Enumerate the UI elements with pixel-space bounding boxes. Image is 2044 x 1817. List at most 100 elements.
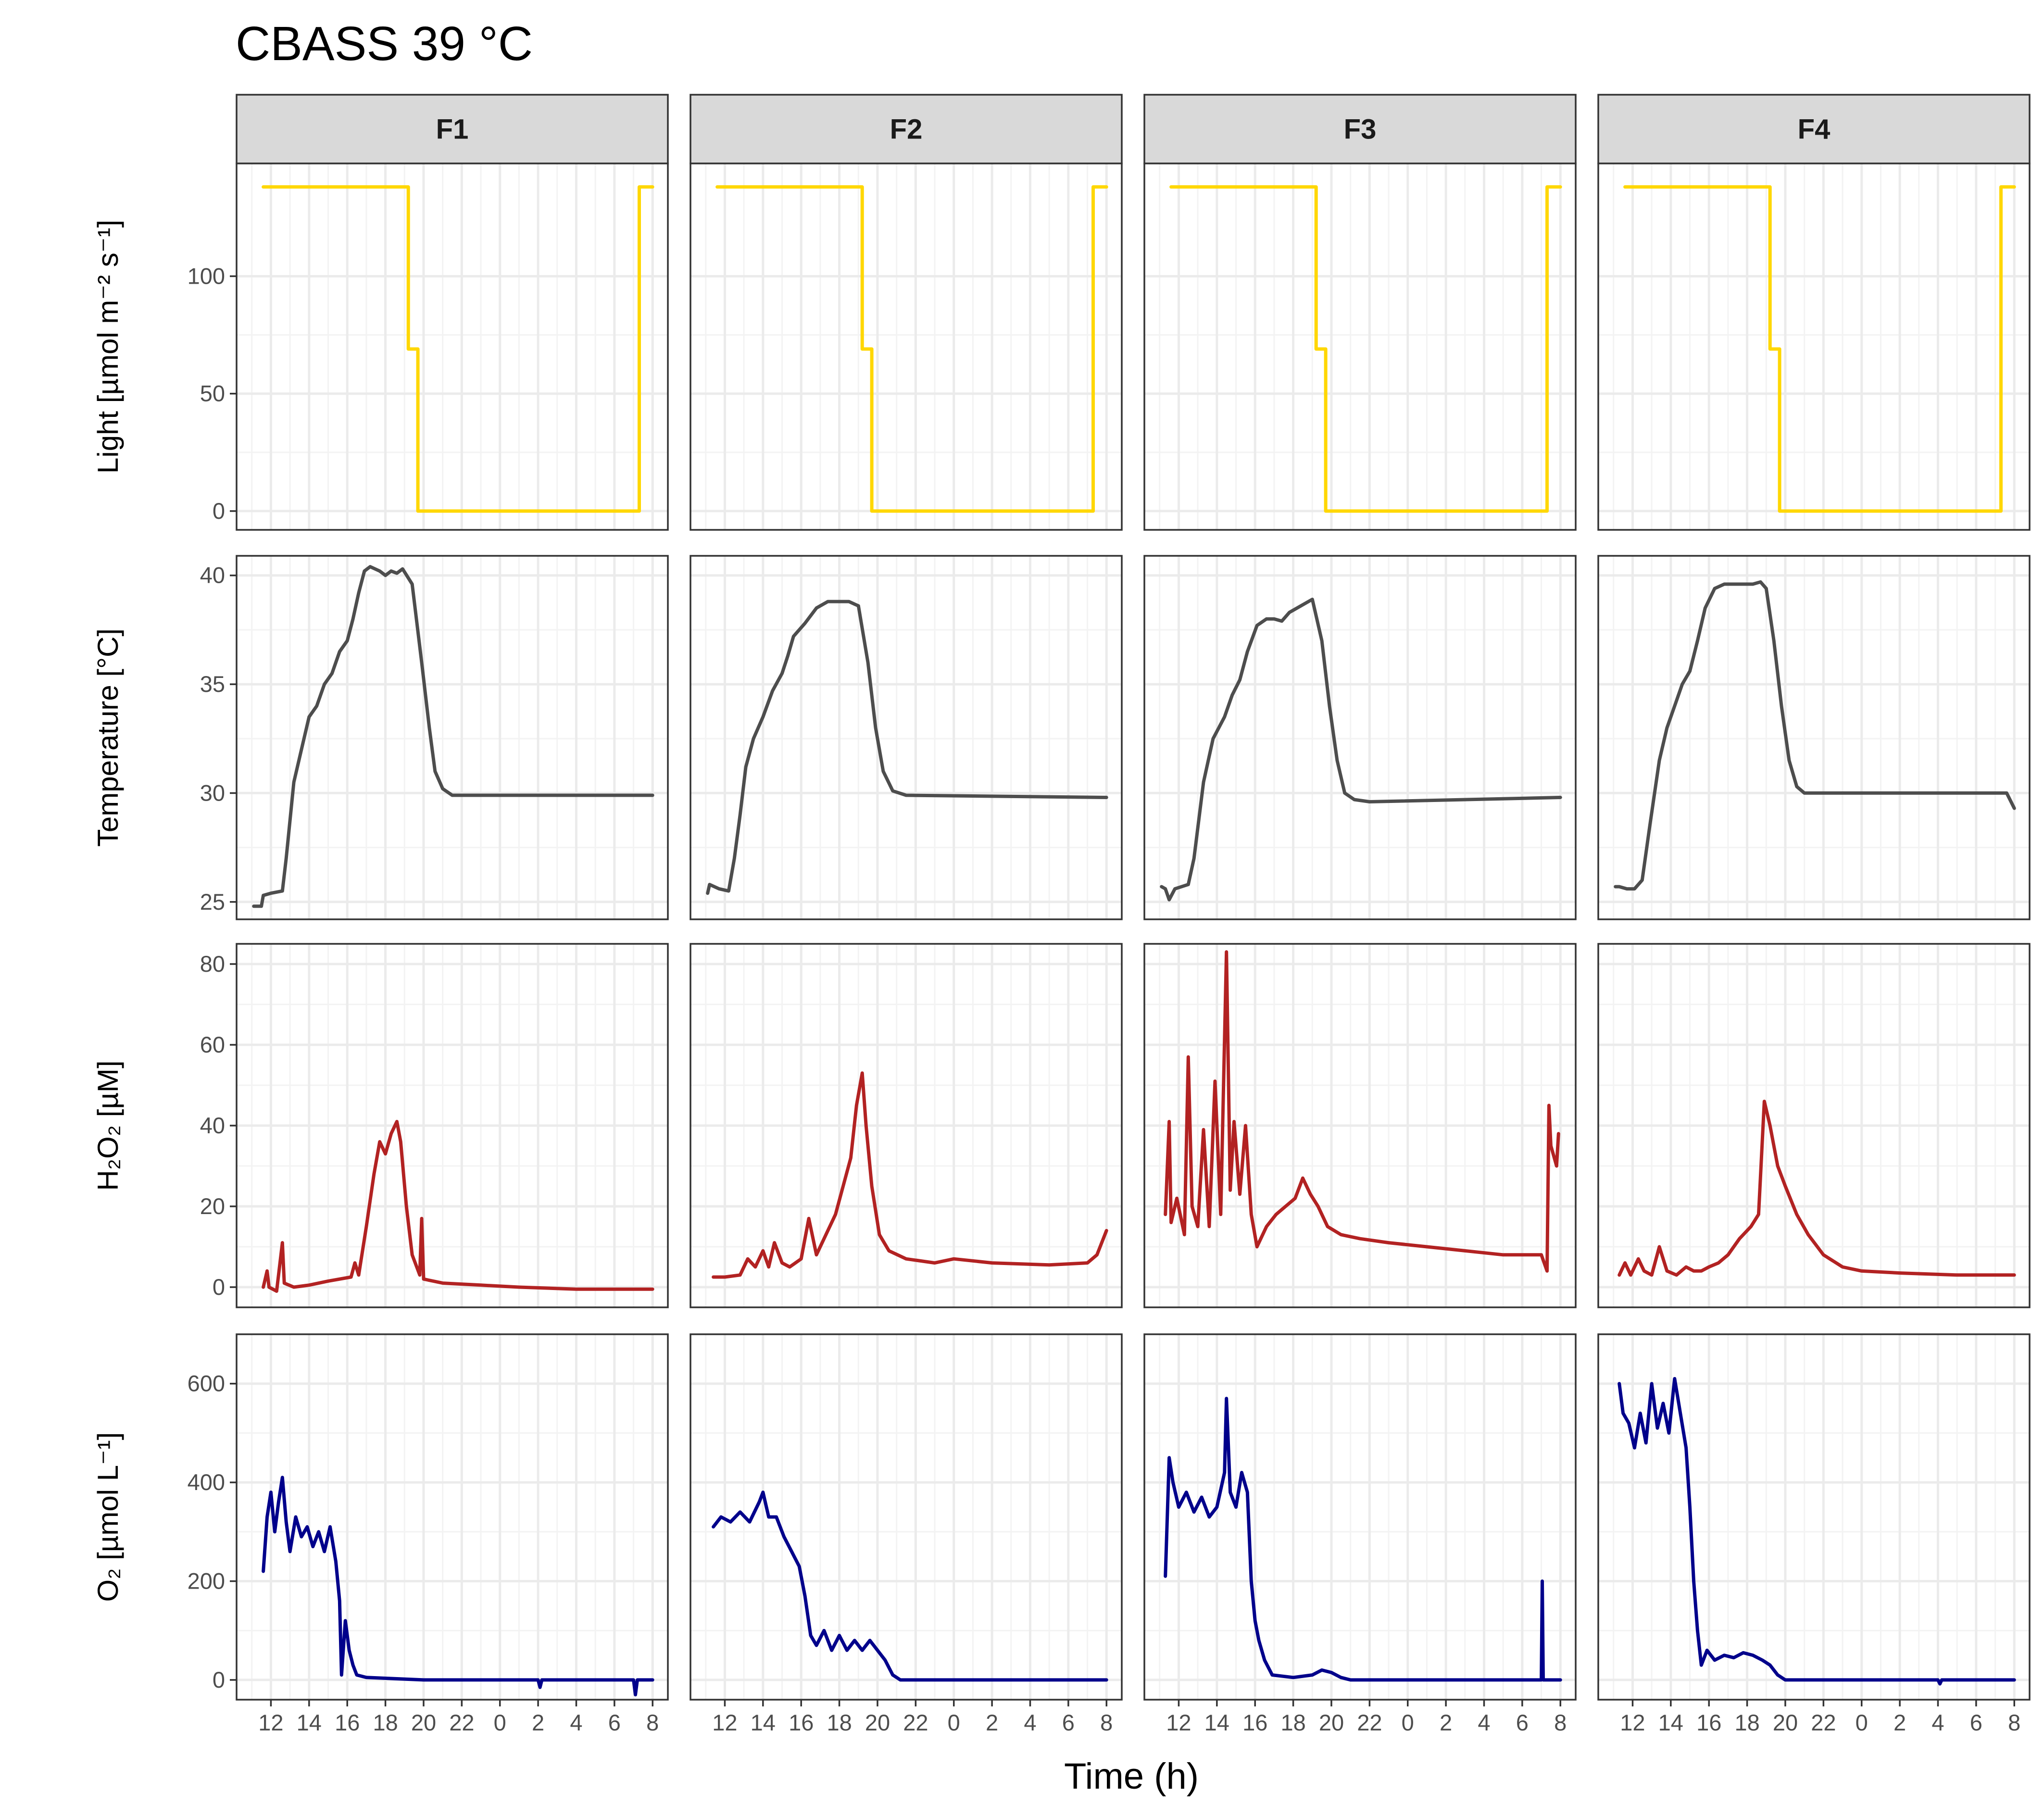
x-tick-label: 14 xyxy=(1204,1710,1229,1735)
x-tick-label: 4 xyxy=(1024,1710,1036,1735)
series-line-h2o2-f1 xyxy=(262,1120,654,1293)
x-tick-label: 14 xyxy=(751,1710,776,1735)
series-line-o2-f3 xyxy=(1164,1397,1562,1682)
series-line-h2o2-f4 xyxy=(1618,1100,2016,1277)
y-axis-label: Light [µmol m⁻² s⁻¹] xyxy=(92,220,124,474)
x-tick-label: 12 xyxy=(258,1710,283,1735)
x-tick-label: 6 xyxy=(1062,1710,1075,1735)
panel-border xyxy=(236,1333,669,1701)
panel-border xyxy=(690,943,1123,1308)
panel-border xyxy=(1597,555,2031,920)
y-tick-label: 50 xyxy=(200,381,225,406)
panel-background xyxy=(237,1334,668,1700)
x-tick-label: 14 xyxy=(297,1710,322,1735)
panel-border xyxy=(236,163,669,531)
panel-background xyxy=(1598,1334,2030,1700)
y-tick-label: 40 xyxy=(200,563,225,588)
x-tick-label: 0 xyxy=(494,1710,506,1735)
y-tick-label: 80 xyxy=(200,951,225,977)
x-tick-label: 8 xyxy=(1554,1710,1567,1735)
x-tick-label: 0 xyxy=(1856,1710,1868,1735)
x-tick-label: 16 xyxy=(789,1710,814,1735)
facet-grid: F1 F2 F3 F4 Light [µmol m⁻² s⁻¹] 0 50 100 Temper… xyxy=(92,94,2031,1735)
y-tick-label: 600 xyxy=(188,1371,225,1396)
y-axis-label: H₂O₂ [µM] xyxy=(92,1060,124,1190)
x-tick-label: 8 xyxy=(646,1710,659,1735)
facet-strip xyxy=(1597,94,2031,164)
x-tick-label: 20 xyxy=(411,1710,436,1735)
y-tick-label: 0 xyxy=(213,1667,225,1692)
series-line-h2o2-f3 xyxy=(1164,950,1560,1273)
panel-border xyxy=(1143,1333,1577,1701)
x-tick-label: 22 xyxy=(1811,1710,1836,1735)
x-tick-label: 22 xyxy=(903,1710,928,1735)
panel-border xyxy=(690,1333,1123,1701)
x-tick-label: 16 xyxy=(335,1710,360,1735)
x-tick-label: 16 xyxy=(1242,1710,1267,1735)
y-axis-label: Temperature [°C] xyxy=(92,628,124,847)
x-tick-label: 0 xyxy=(1402,1710,1414,1735)
panel-border xyxy=(690,163,1123,531)
x-tick-label: 20 xyxy=(1319,1710,1344,1735)
x-tick-label: 6 xyxy=(1516,1710,1529,1735)
x-tick-label: 20 xyxy=(1773,1710,1798,1735)
x-tick-label: 2 xyxy=(532,1710,544,1735)
x-tick-label: 12 xyxy=(712,1710,737,1735)
x-tick-label: 2 xyxy=(986,1710,998,1735)
x-tick-label: 18 xyxy=(373,1710,398,1735)
facet-label: F2 xyxy=(890,114,923,145)
panel-background xyxy=(690,163,1122,530)
x-tick-label: 20 xyxy=(865,1710,890,1735)
x-tick-label: 6 xyxy=(608,1710,621,1735)
x-tick-label: 0 xyxy=(948,1710,960,1735)
x-tick-label: 22 xyxy=(1357,1710,1382,1735)
panel-background xyxy=(1144,163,1576,530)
series-line-o2-f1 xyxy=(262,1476,654,1697)
x-axis-label: Time (h) xyxy=(1064,1756,1199,1797)
y-tick-label: 40 xyxy=(200,1113,225,1138)
panel-background xyxy=(1598,163,2030,530)
series-line-temperature-f1 xyxy=(252,565,654,908)
y-tick-label: 100 xyxy=(188,263,225,288)
x-tick-label: 18 xyxy=(1734,1710,1759,1735)
series-line-o2-f4 xyxy=(1618,1377,2016,1686)
x-tick-label: 12 xyxy=(1620,1710,1645,1735)
panel-background xyxy=(237,163,668,530)
series-line-light-f3 xyxy=(1169,185,1562,513)
x-tick-label: 18 xyxy=(1280,1710,1305,1735)
series-line-h2o2-f2 xyxy=(712,1071,1108,1279)
panel-border xyxy=(1143,943,1577,1308)
series-line-light-f1 xyxy=(262,185,654,513)
series-line-o2-f2 xyxy=(712,1491,1108,1682)
facet-label: F3 xyxy=(1344,114,1377,145)
panel-background xyxy=(690,1334,1122,1700)
x-tick-label: 8 xyxy=(1100,1710,1113,1735)
x-tick-label: 12 xyxy=(1166,1710,1191,1735)
y-tick-label: 60 xyxy=(200,1032,225,1057)
x-tick-label: 4 xyxy=(1931,1710,1944,1735)
series-line-temperature-f4 xyxy=(1614,580,2016,891)
y-tick-label: 20 xyxy=(200,1193,225,1219)
panel-background xyxy=(1144,556,1576,919)
panel-border xyxy=(1597,943,2031,1308)
panel-border xyxy=(690,555,1123,920)
panel-border xyxy=(1597,163,2031,531)
x-tick-label: 4 xyxy=(1478,1710,1490,1735)
x-tick-label: 2 xyxy=(1440,1710,1452,1735)
y-tick-label: 200 xyxy=(188,1568,225,1594)
x-tick-label: 22 xyxy=(449,1710,474,1735)
y-tick-label: 35 xyxy=(200,671,225,697)
facet-label: F4 xyxy=(1798,114,1831,145)
x-tick-label: 2 xyxy=(1894,1710,1906,1735)
x-tick-label: 6 xyxy=(1970,1710,1982,1735)
series-line-light-f2 xyxy=(715,185,1108,513)
panel-background xyxy=(237,556,668,919)
series-line-temperature-f3 xyxy=(1160,598,1562,902)
y-axis-label: O₂ [µmol L⁻¹] xyxy=(92,1432,124,1602)
panel-border xyxy=(236,555,669,920)
facet-strip xyxy=(236,94,669,164)
series-line-light-f4 xyxy=(1623,185,2016,513)
y-tick-label: 0 xyxy=(213,1274,225,1300)
x-tick-label: 14 xyxy=(1658,1710,1683,1735)
